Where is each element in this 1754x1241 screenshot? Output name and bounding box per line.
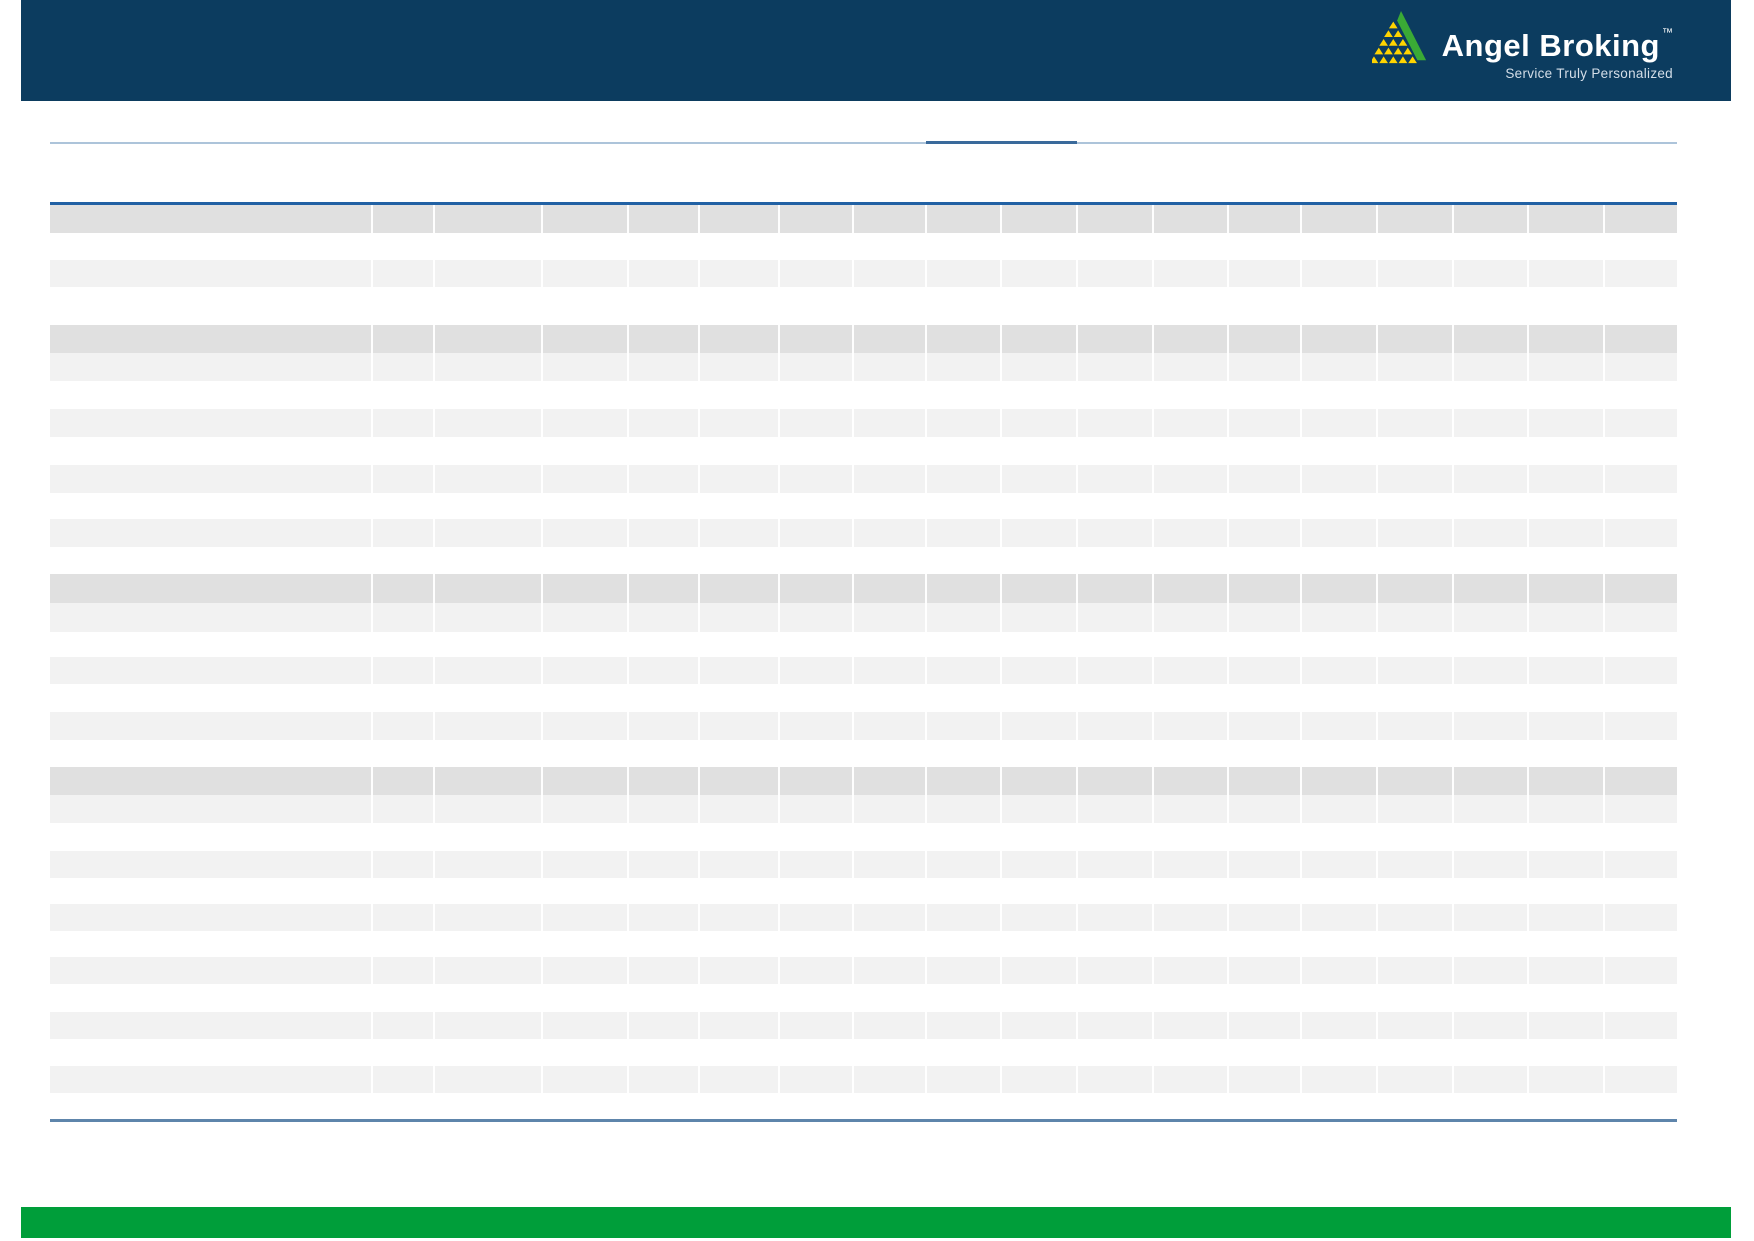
table-section-row [50,767,1677,795]
column-divider [778,205,780,1093]
brand-text-block: Angel Broking ™ Service Truly Personaliz… [1441,8,1673,82]
table-row [50,1066,1677,1093]
column-divider [433,205,435,1093]
column-divider [1452,205,1454,1093]
column-divider [541,205,543,1093]
top-rule-dark-segment [926,141,1077,144]
table-top-border [50,202,1677,205]
column-divider [925,205,927,1093]
masthead-bar: Angel Broking ™ Service Truly Personaliz… [21,0,1731,101]
table-row [50,904,1677,931]
table-row [50,260,1677,287]
column-divider [1152,205,1154,1093]
column-divider [1000,205,1002,1093]
column-divider [1603,205,1605,1093]
column-divider [627,205,629,1093]
footer-bar [21,1207,1731,1238]
column-divider [1076,205,1078,1093]
table-section-row [50,205,1677,233]
column-divider [698,205,700,1093]
table-bottom-border [50,1119,1677,1122]
table-row [50,519,1677,547]
table-row [50,957,1677,984]
brand-tagline: Service Truly Personalized [1505,66,1673,81]
table-row [50,465,1677,493]
column-divider [1300,205,1302,1093]
table-row [50,409,1677,437]
column-divider [1227,205,1229,1093]
table-row [50,657,1677,684]
top-rule [50,141,1677,144]
column-divider [852,205,854,1093]
angel-pyramid-logo-icon [1371,10,1426,64]
table-row [50,851,1677,878]
column-divider [1527,205,1529,1093]
table-section-row [50,325,1677,353]
brand-name: Angel Broking [1441,28,1660,63]
table-row [50,795,1677,823]
table-row [50,1012,1677,1039]
brand-trademark: ™ [1662,27,1673,39]
table-section-row [50,574,1677,603]
logo-yellow-triangles [1371,21,1417,64]
table-row [50,603,1677,632]
column-divider [1376,205,1378,1093]
table-row [50,712,1677,740]
table-row [50,353,1677,381]
column-divider [371,205,373,1093]
logo-green-peak [1396,10,1426,61]
brand-logo: Angel Broking ™ Service Truly Personaliz… [1371,8,1673,92]
